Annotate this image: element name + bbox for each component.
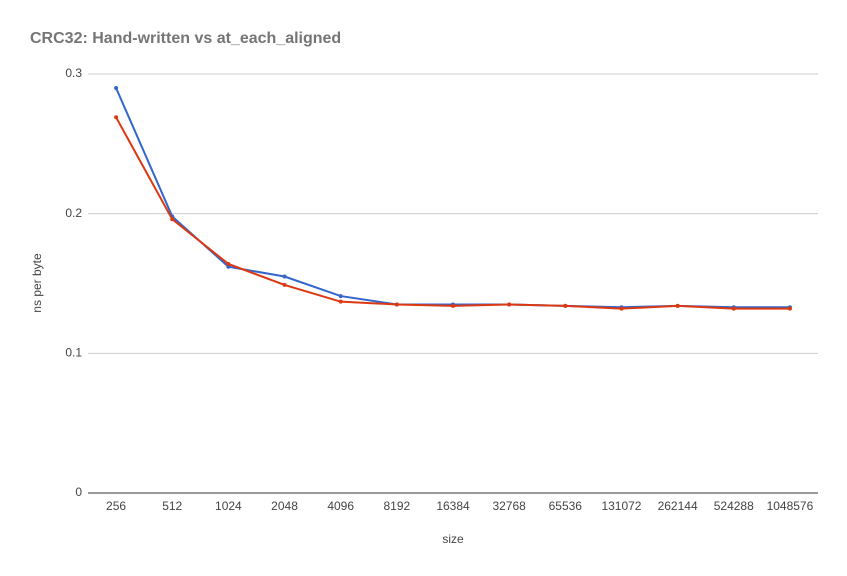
x-tick-label: 512 xyxy=(162,499,182,513)
x-tick-label: 524288 xyxy=(714,499,754,513)
chart-title: CRC32: Hand-written vs at_each_aligned xyxy=(30,30,341,47)
x-tick-label: 8192 xyxy=(383,499,410,513)
x-tick-label: 131072 xyxy=(601,499,641,513)
data-point xyxy=(338,299,343,304)
x-tick-label: 256 xyxy=(106,499,126,513)
y-tick-label: 0.2 xyxy=(65,206,82,220)
y-tick-label: 0.1 xyxy=(65,346,82,360)
x-tick-label: 262144 xyxy=(658,499,698,513)
x-tick-label: 2048 xyxy=(271,499,298,513)
y-tick-label: 0.3 xyxy=(65,66,82,80)
x-tick-label: 16384 xyxy=(436,499,470,513)
data-point xyxy=(675,303,680,308)
data-point xyxy=(394,302,399,307)
data-point xyxy=(226,264,231,269)
data-point xyxy=(451,303,455,308)
x-tick-label: 32768 xyxy=(492,499,526,513)
x-tick-label: 4096 xyxy=(327,499,354,513)
data-point xyxy=(114,85,119,90)
x-tick-label: 1024 xyxy=(215,499,242,513)
x-tick-label: 1048576 xyxy=(767,499,814,513)
x-tick-label: 65536 xyxy=(549,499,583,513)
series-line xyxy=(115,87,790,309)
data-point xyxy=(282,282,287,287)
data-point xyxy=(619,306,624,311)
data-point xyxy=(114,115,119,120)
data-point xyxy=(507,302,512,307)
data-point xyxy=(282,274,287,279)
x-axis-label: size xyxy=(442,532,464,546)
data-point xyxy=(226,261,231,266)
data-point xyxy=(170,217,175,222)
series-line xyxy=(115,116,790,310)
data-point xyxy=(731,306,736,311)
y-axis-label: ns per byte xyxy=(30,253,44,313)
y-tick-label: 0 xyxy=(75,485,82,499)
data-point xyxy=(787,306,792,311)
data-point xyxy=(338,294,343,299)
data-point xyxy=(563,303,568,308)
